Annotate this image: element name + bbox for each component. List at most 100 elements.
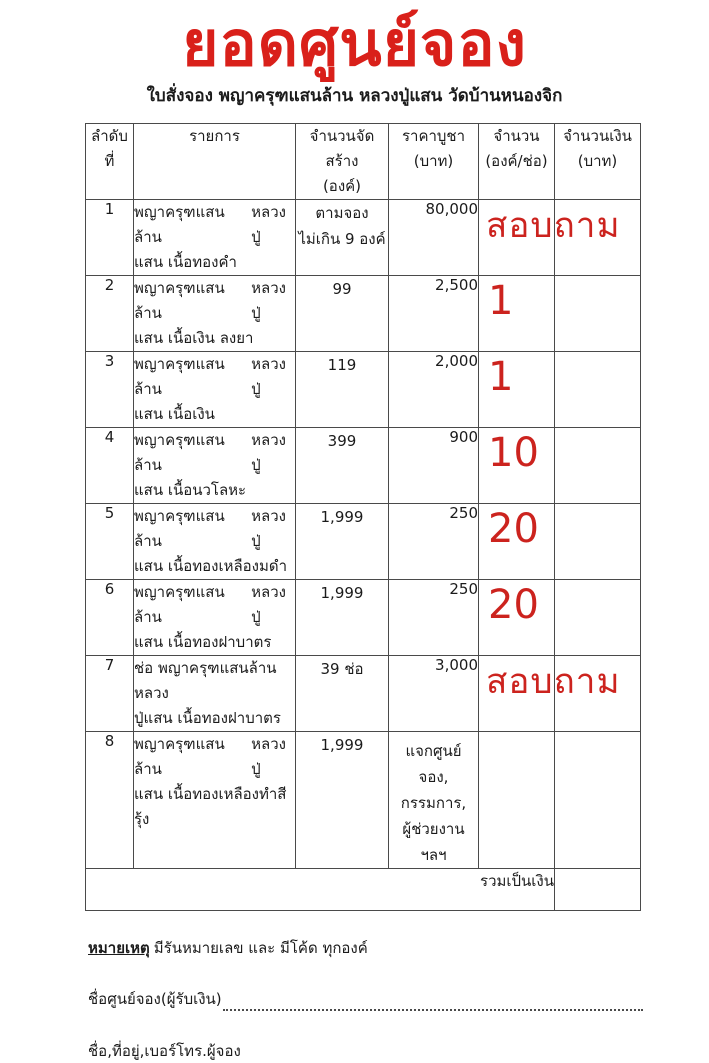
quantity-made-line: 119 <box>327 356 357 375</box>
item-line: แสน เนื้อทองคำ <box>134 250 295 275</box>
amount-cell <box>554 731 641 870</box>
center-name-label: ชื่อศูนย์จอง(ผู้รับเงิน) <box>88 990 222 1009</box>
item-text: หลวงปู่ <box>251 355 286 399</box>
item-line: พญาครุฑแสนล้าน หลวงปู่ <box>134 200 295 250</box>
table-row: 8 พญาครุฑแสนล้าน หลวงปู่ แสน เนื้อทองเหลือง… <box>85 731 641 870</box>
column-header: จำนวน (องค์/ช่อ) <box>478 123 555 201</box>
item-description-cell: พญาครุฑแสนล้าน หลวงปู่แสน เนื้อเงิน <box>133 351 296 429</box>
ordered-quantity-cell: สอบถาม <box>478 655 621 733</box>
column-header: รายการ <box>133 123 296 201</box>
item-line: แสน เนื้อเงิน <box>134 402 295 427</box>
table-row: 4 พญาครุฑแสนล้าน หลวงปู่แสน เนื้อนวโลหะ 399… <box>85 427 641 505</box>
ordered-quantity-cell: สอบถาม <box>478 199 621 277</box>
item-description-cell: พญาครุฑแสนล้าน หลวงปู่แสน เนื้อทองเหลืองท… <box>133 731 296 870</box>
item-line: แสน เนื้อทองเหลืองทำสีรุ้ง <box>134 782 295 832</box>
order-table-body: 1 พญาครุฑแสนล้าน หลวงปู่ แสน เนื้อทองคำ ตามจ… <box>85 199 641 870</box>
item-text: พญาครุฑแสนล้าน <box>134 735 225 779</box>
item-description-cell: พญาครุฑแสนล้าน หลวงปู่ แสน เนื้อเงิน ลงยา <box>133 275 296 353</box>
quantity-made-cell: 1,999 <box>295 579 389 657</box>
handwritten-quantity-annotation: สอบถาม <box>486 206 621 247</box>
item-description-cell: พญาครุฑแสนล้าน หลวงปู่ แสน เนื้อทองฝาบาตร <box>133 579 296 657</box>
order-form-page: ยอดศูนย์จอง ใบสั่งจอง พญาครุฑแสนล้าน หลว… <box>85 7 643 1061</box>
price-cell: 250 <box>388 503 479 581</box>
center-name-line: ชื่อศูนย์จอง(ผู้รับเงิน) <box>88 987 643 1012</box>
table-row: 5 พญาครุฑแสนล้าน หลวงปู่ แสน เนื้อทองเหลือง… <box>85 503 641 581</box>
table-row: 2 พญาครุฑแสนล้าน หลวงปู่ แสน เนื้อเงิน ลงยา… <box>85 275 641 353</box>
total-amount-cell <box>554 868 641 912</box>
price-note-line: แจกศูนย์จอง, <box>405 742 462 787</box>
item-text: หลวงปู่ <box>251 735 286 779</box>
handwritten-quantity-annotation: 20 <box>488 506 539 553</box>
table-row: 6 พญาครุฑแสนล้าน หลวงปู่ แสน เนื้อทองฝาบาตร… <box>85 579 641 657</box>
quantity-made-line: 1,999 <box>320 584 364 603</box>
item-text: แสน เนื้อทองเหลืองทำสีรุ้ง <box>134 785 287 829</box>
quantity-made-cell: 99 <box>295 275 389 353</box>
item-text: หลวงปู่ <box>251 279 286 323</box>
quantity-made-cell: 1,999 <box>295 503 389 581</box>
quantity-made-line: ไม่เกิน 9 องค์ <box>298 230 386 249</box>
quantity-made-line: 1,999 <box>320 508 364 527</box>
item-text: แสน เนื้อทองคำ <box>134 253 237 272</box>
ordered-quantity-cell: 20 <box>478 579 555 657</box>
item-text: พญาครุฑแสนล้าน <box>134 431 225 475</box>
note-label: หมายเหตุ <box>88 939 150 958</box>
order-table: ลำดับ ที่ รายการ จำนวนจัดสร้าง (องค์) ราคาบูช… <box>85 123 641 912</box>
row-number-cell: 4 <box>85 427 134 505</box>
amount-cell <box>554 503 641 581</box>
table-row: 7 ช่อ พญาครุฑแสนล้าน หลวง ปู่แสน เนื้อทองฝ… <box>85 655 641 733</box>
item-description-cell: พญาครุฑแสนล้าน หลวงปู่ แสน เนื้อทองเหลืองม… <box>133 503 296 581</box>
amount-cell <box>554 199 641 277</box>
quantity-made-line: 399 <box>327 432 357 451</box>
item-text: พญาครุฑแสนล้าน <box>134 355 225 399</box>
column-header-line: จำนวน <box>493 127 540 146</box>
note-line: หมายเหตุ มีรันหมายเลข และ มีโค้ด ทุกองค์ <box>88 936 643 960</box>
amount-cell <box>554 427 641 505</box>
row-number-cell: 1 <box>85 199 134 277</box>
price-note-cell: แจกศูนย์จอง, กรรมการ, ผู้ช่วยงานฯลฯ <box>388 731 479 870</box>
price-note-line: กรรมการ, <box>400 794 467 813</box>
quantity-made-cell: 399 <box>295 427 389 505</box>
price-cell: 900 <box>388 427 479 505</box>
table-row: 1 พญาครุฑแสนล้าน หลวงปู่ แสน เนื้อทองคำ ตามจ… <box>85 199 641 277</box>
column-header: จำนวนเงิน (บาท) <box>554 123 641 201</box>
quantity-made-line: 99 <box>332 280 352 299</box>
item-text: หลวงปู่ <box>251 203 286 247</box>
total-row: รวมเป็นเงิน <box>85 868 641 912</box>
item-text: พญาครุฑแสนล้าน <box>134 203 225 247</box>
amount-cell <box>554 579 641 657</box>
handwritten-quantity-annotation: 20 <box>488 582 539 629</box>
item-line: พญาครุฑแสนล้าน หลวงปู่ <box>134 428 295 478</box>
handwritten-quantity-annotation: 1 <box>488 354 514 401</box>
price-note-line: ผู้ช่วยงานฯลฯ <box>402 820 465 865</box>
price-cell: 80,000 <box>388 199 479 277</box>
table-row: 3 พญาครุฑแสนล้าน หลวงปู่ แสน เนื้อเงิน 119 2,… <box>85 351 641 429</box>
item-line: แสน เนื้อทองเหลืองมดำ <box>134 554 295 579</box>
price-cell: 2,500 <box>388 275 479 353</box>
column-header-line: (องค์/ช่อ) <box>485 152 548 171</box>
item-line: ปู่แสน เนื้อทองฝาบาตร <box>134 706 295 731</box>
header-row: ลำดับ ที่ รายการ จำนวนจัดสร้าง (องค์) ราคาบูช… <box>85 123 641 201</box>
note-text: มีรันหมายเลข และ มีโค้ด ทุกองค์ <box>153 939 368 958</box>
page-subtitle: ใบสั่งจอง พญาครุฑแสนล้าน หลวงปู่แสน วัดบ… <box>146 86 563 107</box>
handwritten-quantity-annotation: สอบถาม <box>486 662 621 703</box>
page-title: ยอดศูนย์จอง <box>182 7 527 80</box>
quantity-made-cell: 39 ช่อ <box>295 655 389 733</box>
ordered-quantity-cell: 20 <box>478 503 555 581</box>
price-cell: 250 <box>388 579 479 657</box>
item-description-cell: ช่อ พญาครุฑแสนล้าน หลวง ปู่แสน เนื้อทองฝา… <box>133 655 296 733</box>
column-header: จำนวนจัดสร้าง (องค์) <box>295 123 389 201</box>
item-line: พญาครุฑแสนล้าน หลวงปู่ <box>134 276 295 326</box>
ordered-quantity-cell: 1 <box>478 351 555 429</box>
item-text: หลวงปู่ <box>251 583 286 627</box>
item-line: พญาครุฑแสนล้าน หลวงปู่ <box>134 580 295 630</box>
item-text: แสน เนื้อนวโลหะ <box>134 481 247 500</box>
column-header-line: ลำดับ <box>91 127 128 146</box>
ordered-quantity-cell: 10 <box>478 427 555 505</box>
handwritten-quantity-annotation: 1 <box>488 278 514 325</box>
column-header-line: จำนวนเงิน <box>563 127 632 146</box>
item-text: หลวงปู่ <box>251 507 286 551</box>
quantity-made-line: 1,999 <box>320 736 364 755</box>
item-line: แสน เนื้อทองฝาบาตร <box>134 630 295 655</box>
column-header-line: ราคาบูชา <box>401 127 466 146</box>
price-cell: 2,000 <box>388 351 479 429</box>
